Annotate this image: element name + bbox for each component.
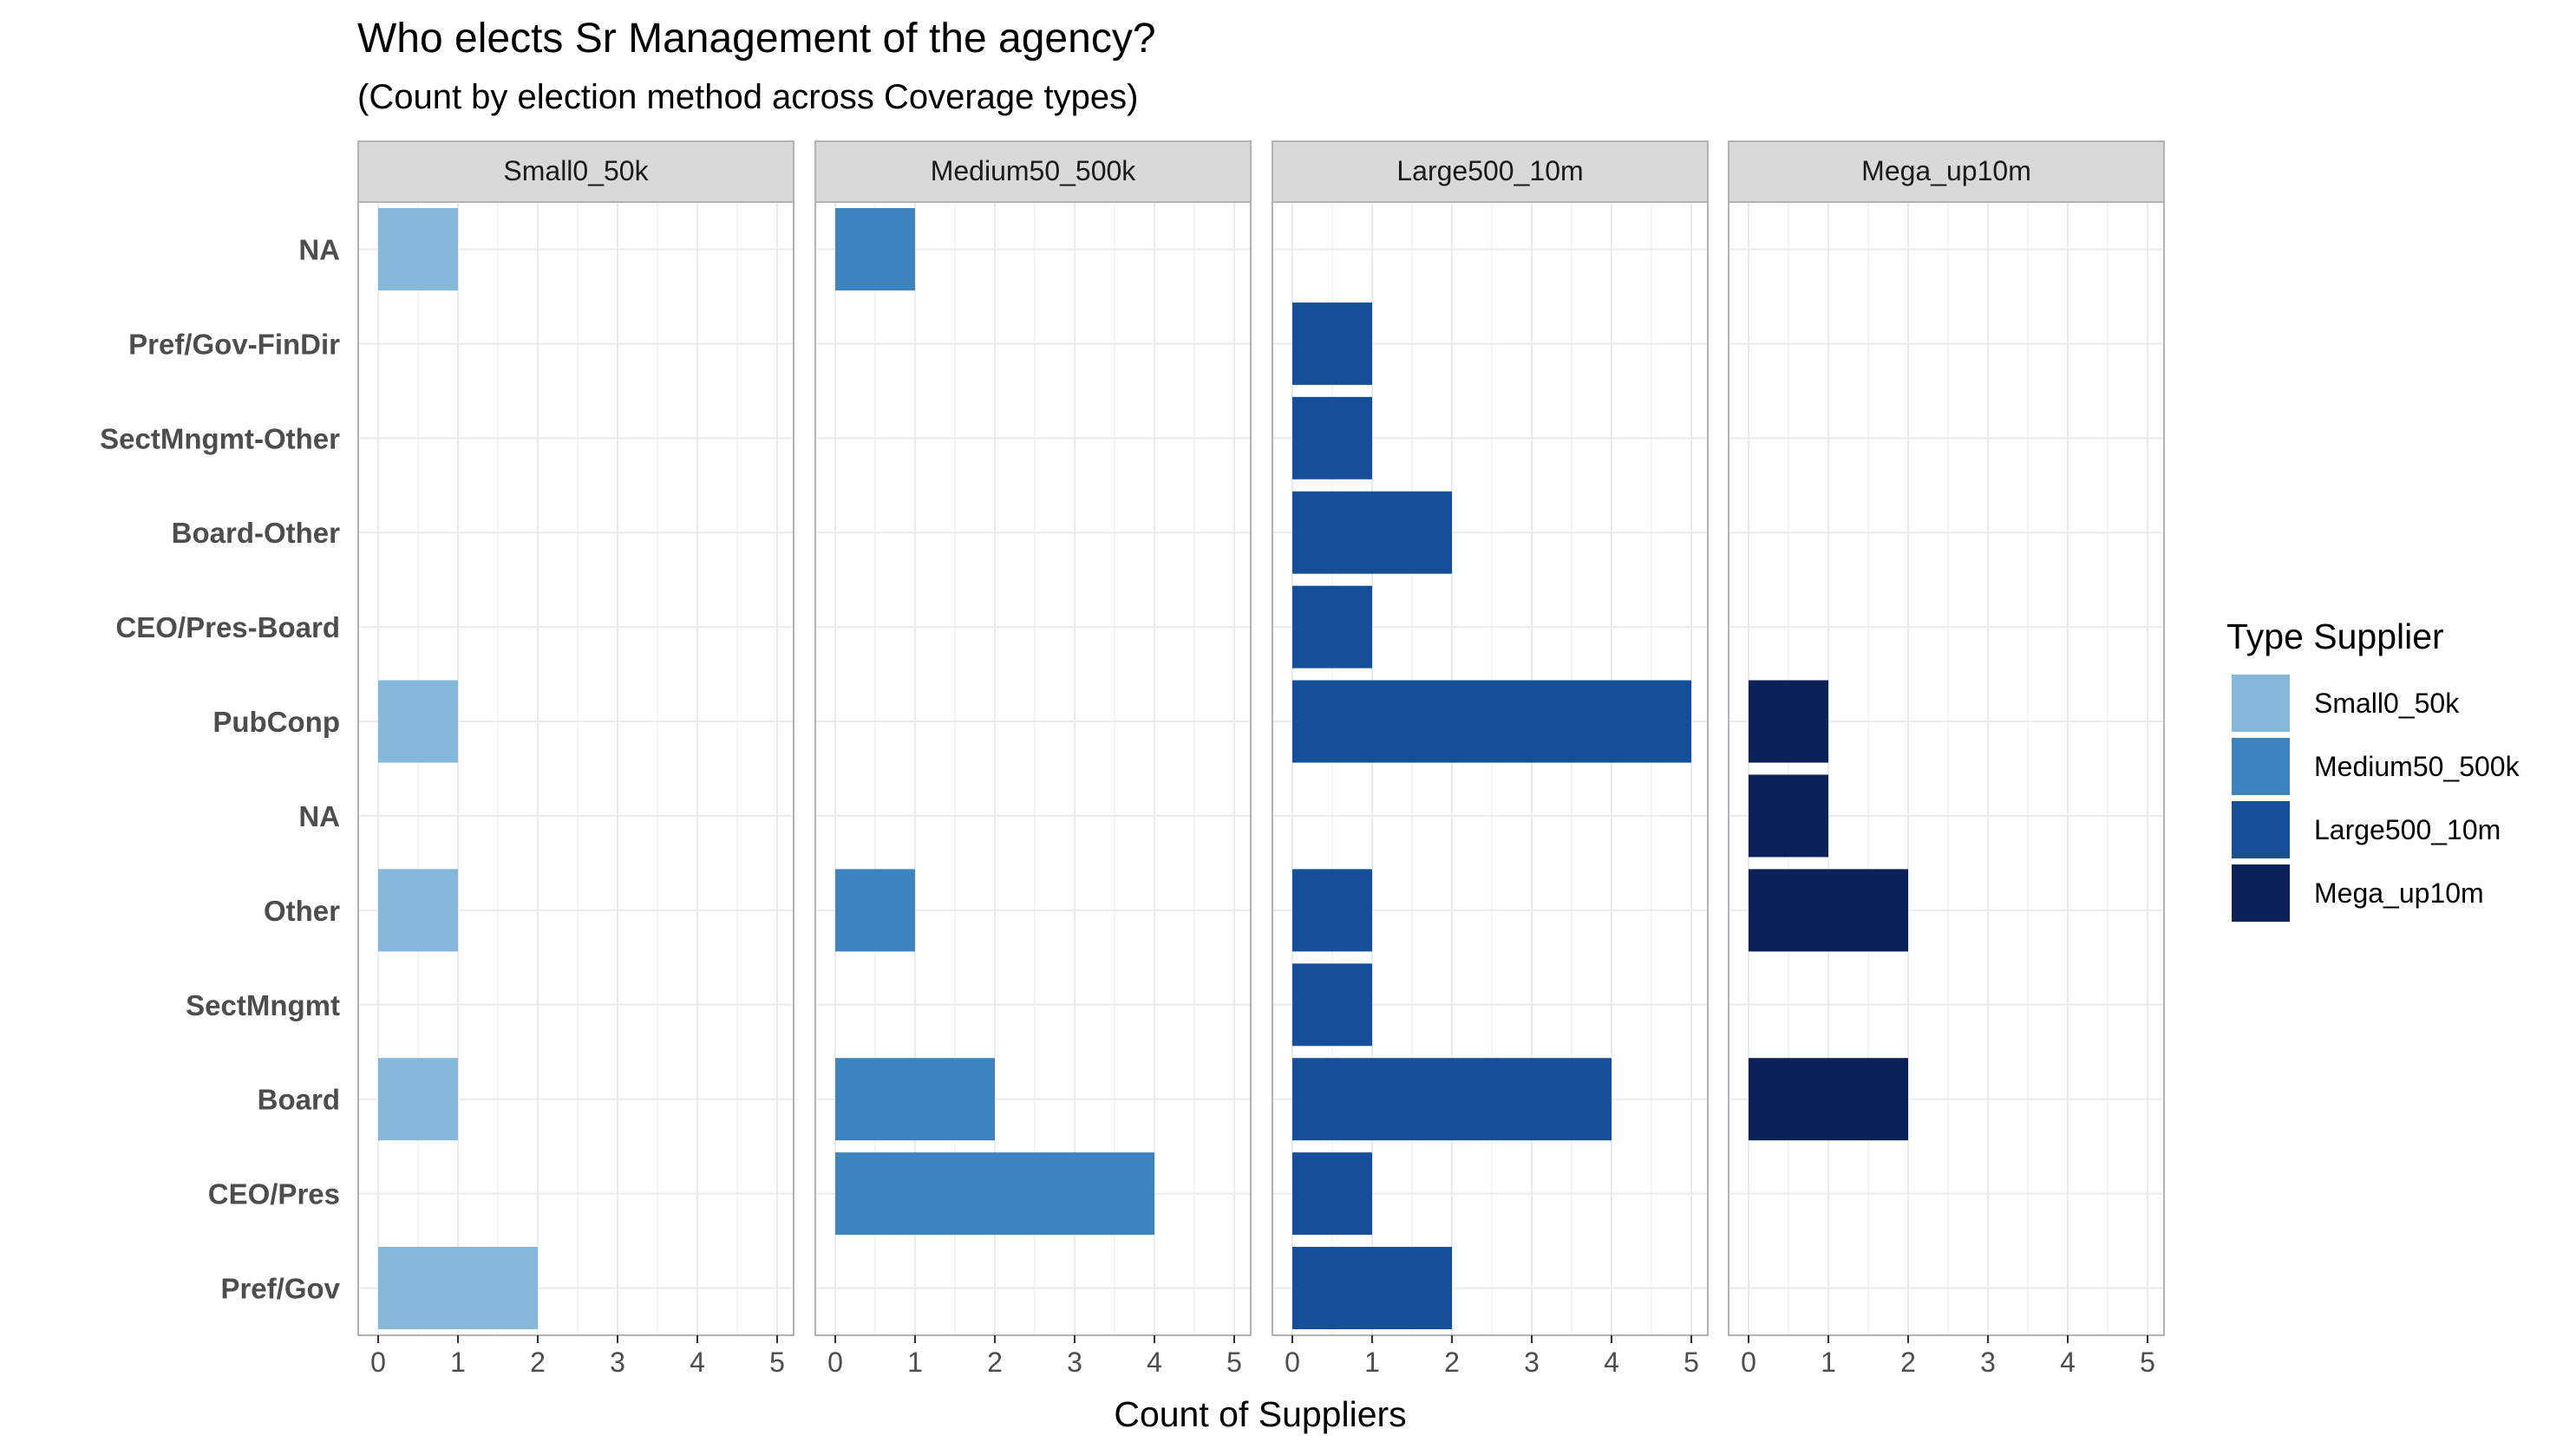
panel-background [815, 202, 1251, 1335]
panel-background [1729, 202, 2164, 1335]
legend-key [2232, 864, 2290, 922]
facet-panel: Mega_up10m 0 1 2 3 4 5 [1728, 140, 2165, 1378]
facet-strip-label: Mega_up10m [1861, 155, 2031, 186]
bar [835, 1058, 995, 1141]
facet-panel: Large500_10m 0 1 2 3 4 5 [1272, 140, 1709, 1378]
x-tick-label: 0 [1285, 1347, 1300, 1378]
x-tick-label: 5 [2140, 1347, 2155, 1378]
x-tick-label: 2 [530, 1347, 546, 1378]
bar [1292, 1247, 1452, 1330]
x-tick-label: 3 [1524, 1347, 1540, 1378]
bar [1292, 396, 1372, 479]
bar [1749, 869, 1908, 952]
bar [1292, 585, 1372, 669]
bar [1292, 869, 1372, 952]
facet-strip [1272, 140, 1709, 203]
y-tick-label: NA [298, 233, 340, 265]
panel-border [814, 201, 1252, 1336]
panel-border [357, 201, 794, 1336]
bar [1292, 680, 1691, 763]
bar [1292, 1058, 1612, 1141]
y-tick-label: SectMngmt [186, 989, 340, 1021]
x-tick-label: 3 [610, 1347, 625, 1378]
facet-strip [357, 140, 794, 203]
bar [1292, 963, 1372, 1047]
legend-label: Small0_50k [2314, 688, 2460, 719]
bar [378, 207, 458, 290]
facet-panel: Small0_50k 0 1 2 3 4 5 [357, 140, 794, 1378]
y-tick-label: NA [298, 800, 340, 832]
panel-border [1272, 201, 1709, 1336]
legend-key [2232, 738, 2290, 795]
x-tick-label: 2 [1900, 1347, 1916, 1378]
x-tick-label: 2 [1444, 1347, 1460, 1378]
legend-label: Mega_up10m [2314, 877, 2484, 909]
x-tick-label: 3 [1980, 1347, 1996, 1378]
x-tick-label: 5 [1226, 1347, 1242, 1378]
bar [1292, 491, 1452, 574]
y-tick-label: SectMngmt-Other [100, 422, 340, 454]
x-tick-label: 2 [987, 1347, 1003, 1378]
y-tick-label: PubConp [212, 706, 340, 738]
x-tick-label: 1 [1364, 1347, 1380, 1378]
x-tick-label: 5 [1684, 1347, 1699, 1378]
x-tick-label: 3 [1067, 1347, 1082, 1378]
x-tick-label: 0 [1741, 1347, 1756, 1378]
chart-subtitle: (Count by election method across Coverag… [357, 78, 1138, 116]
facet-strip-label: Small0_50k [503, 155, 649, 186]
bar [835, 1152, 1154, 1236]
y-tick-label: CEO/Pres [208, 1178, 340, 1210]
y-tick-label: Board-Other [172, 517, 341, 549]
x-tick-label: 1 [450, 1347, 466, 1378]
y-tick-label: Pref/Gov [220, 1273, 340, 1305]
bar [835, 869, 915, 952]
bar [1292, 1152, 1372, 1236]
y-tick-label: Pref/Gov-FinDir [128, 328, 340, 360]
chart-title: Who elects Sr Management of the agency? [357, 16, 1156, 62]
bar [378, 869, 458, 952]
x-tick-label: 4 [2060, 1347, 2076, 1378]
legend-title: Type Supplier [2226, 616, 2444, 656]
legend: Type Supplier Small0_50k Medium50_500k Lar… [2226, 616, 2520, 922]
x-tick-label: 4 [1604, 1347, 1619, 1378]
legend-label: Medium50_500k [2314, 751, 2520, 782]
y-tick-label: Board [258, 1084, 340, 1116]
y-tick-label: CEO/Pres-Board [115, 611, 340, 643]
x-axis-label: Count of Suppliers [1114, 1394, 1406, 1434]
y-tick-label: Other [264, 895, 340, 927]
x-tick-label: 0 [827, 1347, 843, 1378]
bar [835, 207, 915, 290]
bar [378, 680, 458, 763]
x-tick-label: 1 [1821, 1347, 1836, 1378]
y-axis-labels: NA Pref/Gov-FinDir SectMngmt-Other Board-Ot… [100, 233, 340, 1304]
facet-strip [1728, 140, 2165, 203]
panel-background [358, 202, 794, 1335]
facet-strip-label: Medium50_500k [931, 155, 1137, 186]
x-tick-label: 0 [370, 1347, 386, 1378]
bar [1749, 680, 1828, 763]
legend-key [2232, 801, 2290, 858]
x-tick-label: 4 [690, 1347, 705, 1378]
panel-background [1272, 202, 1708, 1335]
bar [1749, 774, 1828, 858]
facet-strip-label: Large500_10m [1396, 155, 1583, 186]
x-tick-label: 1 [907, 1347, 923, 1378]
panel-border [1728, 201, 2165, 1336]
bar [378, 1247, 538, 1330]
bar [378, 1058, 458, 1141]
legend-key [2232, 675, 2290, 732]
x-tick-label: 4 [1147, 1347, 1162, 1378]
bar [1749, 1058, 1908, 1141]
x-tick-label: 5 [769, 1347, 785, 1378]
facet-panel: Medium50_500k 0 1 2 3 4 5 [814, 140, 1252, 1378]
legend-label: Large500_10m [2314, 814, 2501, 845]
bar [1292, 302, 1372, 385]
